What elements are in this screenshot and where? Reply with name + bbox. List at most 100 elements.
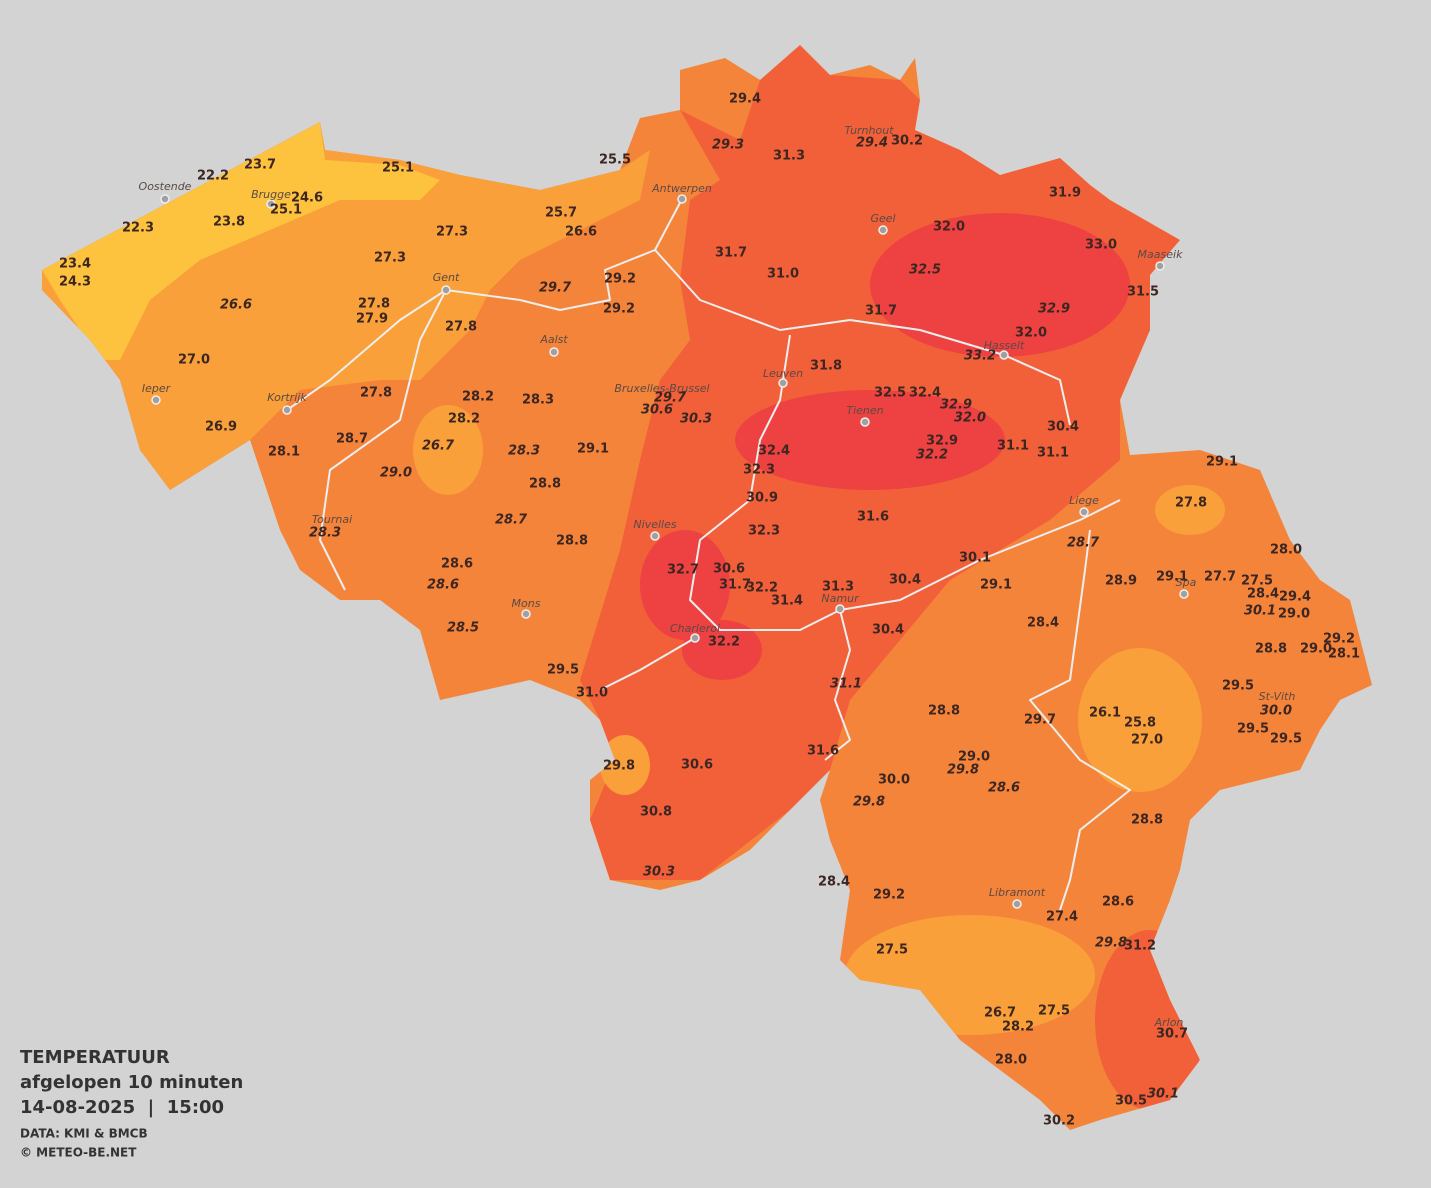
zone-light <box>1078 648 1202 792</box>
temperature-label: 29.1 <box>577 442 609 457</box>
temperature-label: 29.2 <box>873 888 905 903</box>
temperature-label: 32.5 <box>874 386 906 401</box>
temperature-label: 29.5 <box>1237 722 1269 737</box>
city-dot <box>521 609 531 619</box>
temperature-label: 29.1 <box>1156 570 1188 585</box>
cities: Oostende Brugge Antwerpen Turnhout Geel Maase… <box>139 124 1296 1029</box>
temperature-label: 28.3 <box>522 393 554 408</box>
road <box>689 334 1121 631</box>
temperature-label: 28.1 <box>268 445 300 460</box>
temperature-label: 31.7 <box>865 304 897 319</box>
temperature-label: 31.1 <box>1037 446 1069 461</box>
temperature-label: 29.7 <box>654 391 687 406</box>
temperature-label: 31.7 <box>715 246 747 261</box>
temperature-label: 31.3 <box>773 149 805 164</box>
temperature-label: 30.1 <box>1147 1087 1179 1102</box>
temperature-label: 28.6 <box>1102 895 1134 910</box>
temperature-label: 30.0 <box>878 773 910 788</box>
temperature-label: 28.2 <box>462 390 494 405</box>
city-dot <box>160 194 170 204</box>
city-label: St-Vith <box>1259 690 1296 703</box>
temperature-label: 32.2 <box>746 581 778 596</box>
temperature-label: 31.1 <box>830 677 862 692</box>
city-dot <box>151 395 161 405</box>
temperature-label: 31.3 <box>822 580 854 595</box>
zone-light <box>600 735 650 795</box>
temperature-label: 30.3 <box>643 865 675 880</box>
city-label: Arlon <box>1154 1016 1184 1029</box>
temperature-label: 28.0 <box>995 1053 1027 1068</box>
temperature-label: 29.1 <box>980 578 1012 593</box>
temperature-label: 29.0 <box>380 466 412 481</box>
temperature-label: 30.3 <box>680 412 712 427</box>
temperature-label: 29.8 <box>603 759 635 774</box>
temperature-label: 23.7 <box>244 158 276 173</box>
temperature-label: 31.0 <box>767 267 799 282</box>
temperature-label: 23.8 <box>213 215 245 230</box>
temperature-label: 26.7 <box>984 1006 1016 1021</box>
temperature-label: 29.2 <box>604 272 636 287</box>
road <box>286 198 683 411</box>
temperature-label: 29.7 <box>1024 713 1056 728</box>
temperature-label: 28.8 <box>928 704 960 719</box>
temperature-label: 31.1 <box>997 439 1029 454</box>
temperature-label: 28.3 <box>309 526 341 541</box>
temperature-label: 31.7 <box>719 578 751 593</box>
temperature-label: 29.5 <box>1270 732 1302 747</box>
city-label: Leuven <box>763 367 803 380</box>
temperature-label: 29.8 <box>1095 936 1127 951</box>
city-dot <box>549 347 559 357</box>
city-label: Antwerpen <box>651 182 712 195</box>
temperature-label: 29.0 <box>958 750 990 765</box>
temperature-label: 28.7 <box>1067 536 1100 551</box>
temperature-label: 32.4 <box>909 386 941 401</box>
temperature-label: 27.3 <box>436 225 468 240</box>
temperature-label: 28.7 <box>336 432 368 447</box>
temperature-label: 27.4 <box>1046 910 1078 925</box>
temperature-label: 25.7 <box>545 206 577 221</box>
city-label: Liege <box>1069 494 1099 507</box>
temperature-label: 33.2 <box>964 349 996 364</box>
temperature-label: 27.7 <box>1204 570 1236 585</box>
road <box>654 249 1071 426</box>
legend: TEMPERATUUR afgelopen 10 minuten 14-08-2… <box>20 1047 243 1160</box>
temperature-label: 28.0 <box>1270 543 1302 558</box>
temperature-label: 29.0 <box>1278 607 1310 622</box>
city-dot <box>778 378 788 388</box>
city-label: Oostende <box>139 180 192 193</box>
temperature-label: 30.6 <box>681 758 713 773</box>
temperature-label: 28.7 <box>495 513 528 528</box>
temperature-label: 29.4 <box>729 92 761 107</box>
temperature-label: 29.2 <box>603 302 635 317</box>
city-dot <box>999 350 1009 360</box>
zone-hot <box>682 620 762 680</box>
city-label: Hasselt <box>984 339 1025 352</box>
temperature-label: 27.8 <box>360 386 392 401</box>
road <box>824 609 851 761</box>
temperature-label: 28.4 <box>1027 616 1059 631</box>
temperature-label: 28.4 <box>818 875 850 890</box>
zone-yellow <box>42 122 440 360</box>
city-dot <box>1079 507 1089 517</box>
temperature-label: 31.6 <box>857 510 889 525</box>
zone-hot <box>870 213 1130 357</box>
temperature-label: 30.9 <box>746 491 778 506</box>
city-dot <box>835 604 845 614</box>
temperature-label: 29.8 <box>853 795 885 810</box>
temperature-label: 32.2 <box>916 448 948 463</box>
city-label: Libramont <box>989 886 1046 899</box>
zone-light <box>413 405 483 495</box>
temperature-label: 32.3 <box>743 463 775 478</box>
city-dot <box>690 633 700 643</box>
temperature-label: 32.9 <box>926 434 958 449</box>
zone-hot <box>735 390 1005 490</box>
temperature-label: 28.2 <box>1002 1020 1034 1035</box>
legend-copyright: © METEO-BE.NET <box>20 1146 137 1160</box>
city-dot <box>677 194 687 204</box>
temperature-label: 28.1 <box>1328 647 1360 662</box>
temperature-label: 26.1 <box>1089 706 1121 721</box>
temperature-label: 28.8 <box>556 534 588 549</box>
temperature-label: 26.6 <box>565 225 597 240</box>
temperature-label: 32.5 <box>909 263 941 278</box>
temperature-label: 31.4 <box>771 594 803 609</box>
